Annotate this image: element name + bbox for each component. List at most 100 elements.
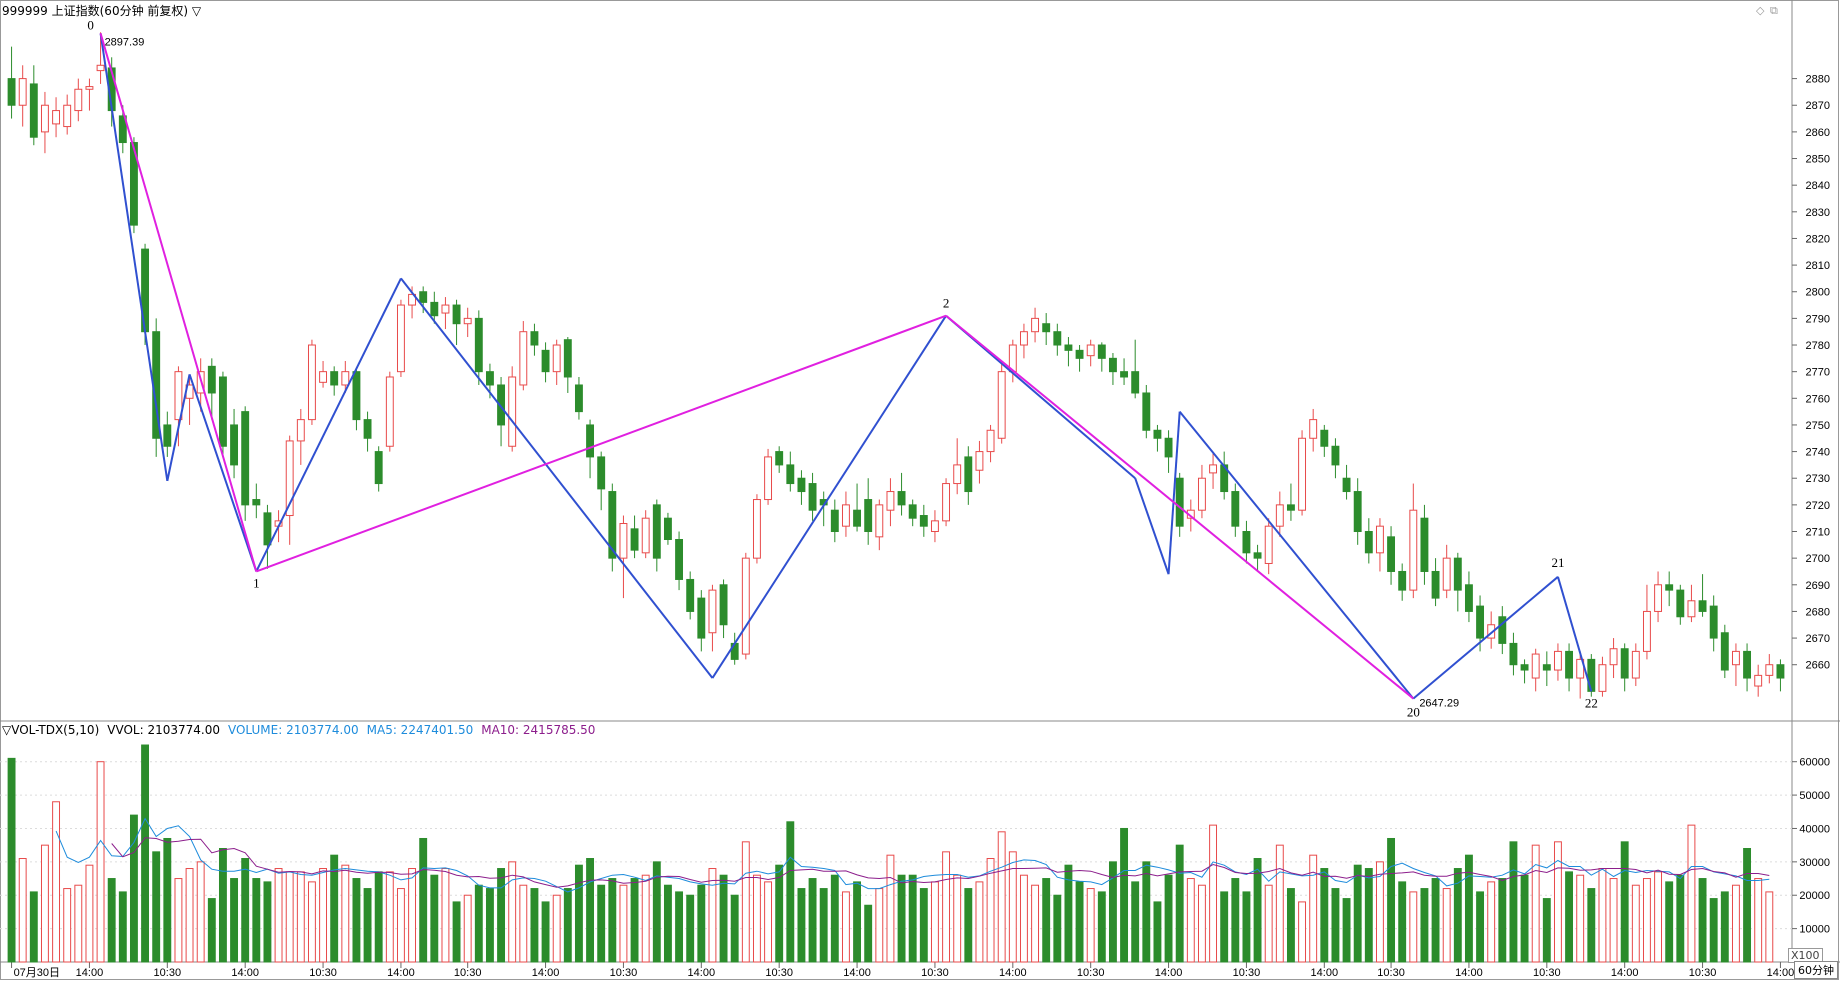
candle-body [942,483,951,522]
volume-bar [285,871,294,963]
candle-body [330,371,339,386]
volume-bar [608,878,617,963]
period-button[interactable]: 60分钟 [1794,961,1838,979]
volume-bar [508,861,517,963]
volume-bar [686,894,695,963]
volume-bar [85,864,94,963]
volume-bar [897,874,906,963]
volume-bar [574,864,583,963]
candle-body [830,509,839,533]
volume-bar [1720,891,1729,963]
volume-bar [1420,888,1429,963]
candle-body [441,304,450,314]
float-window-icon[interactable]: ◇ [1756,4,1765,17]
wave-point-label: 1 [253,575,260,590]
volume-bar [541,901,550,963]
candle-body [619,523,628,559]
candle-body [218,376,227,447]
time-tick-label: 10:30 [1377,967,1405,979]
volume-bar [174,878,183,963]
wave-line [166,374,191,482]
candle-body [341,371,350,386]
time-tick-label: 10:30 [610,967,638,979]
volume-bar [1220,891,1229,963]
time-tick-label: 14:00 [1155,967,1183,979]
volume-bar [519,884,528,963]
candle-body [374,451,383,485]
volume-bar [786,821,795,963]
volume-bar [1286,888,1295,963]
candle-body [497,384,506,426]
candle-body [1197,477,1206,511]
candle-body [1453,557,1462,591]
volume-bar [497,868,506,963]
volume-bar [452,901,461,963]
volume-bar [129,814,138,963]
price-tick-label: 2690 [1806,580,1830,592]
volume-bar [374,871,383,963]
volume-bar [875,888,884,963]
price-tick-label: 2880 [1806,74,1830,86]
wave-point-label: 21 [1551,555,1564,570]
price-tick-label: 2820 [1806,233,1830,245]
wave-line [99,33,169,482]
volume-tick-label: 50000 [1799,790,1830,802]
candle-body [1164,437,1173,458]
candle-body [1620,648,1629,679]
restore-window-icon[interactable]: ⧉ [1770,4,1778,17]
time-tick-label: 14:00 [1455,967,1483,979]
candle-body [986,429,995,453]
volume-bar [563,888,572,963]
ma10-value: MA10: 2415785.50 [481,723,596,737]
candle-body [207,365,216,394]
volume-bar [307,881,316,963]
price-tick-label: 2760 [1806,393,1830,405]
time-tick-label: 10:30 [765,967,793,979]
candle-body [18,78,27,106]
volume-bar [975,881,984,963]
volume-bar [1153,901,1162,963]
volume-bar [853,881,862,963]
volume-bar [797,888,806,963]
candle-body [1031,317,1040,333]
candle-body [630,528,639,551]
candle-body [241,411,250,506]
price-tick-label: 2810 [1806,260,1830,272]
volume-bar [1053,894,1062,963]
time-tick-label: 10:30 [1533,967,1561,979]
volume-bar [1531,844,1540,963]
volume-bar [1242,891,1251,963]
volume-bar [1108,861,1117,963]
vol-indicator-name[interactable]: ▽VOL-TDX(5,10) [2,723,100,737]
candle-body [1709,605,1718,639]
candle-body [552,344,561,373]
volume-bar [463,894,472,963]
candle-body [975,451,984,471]
volume-bar [1364,868,1373,963]
volume-bar [1509,841,1518,963]
candle-body [163,424,172,447]
candle-body [508,376,517,447]
volume-bar [864,904,873,963]
candle-body [953,464,962,485]
volume-bar [886,854,895,963]
volume-bar [1609,878,1618,963]
candle-body [1442,557,1451,591]
candle-body [230,424,239,466]
candle-body [419,291,428,303]
volume-bar [697,884,706,963]
candle-body [663,517,672,541]
candle-body [1743,650,1752,679]
volume-bar [997,831,1006,963]
candle-body [1120,371,1129,378]
time-tick-label: 14:00 [1311,967,1339,979]
candle-body [29,83,38,138]
volume-bar [630,878,639,963]
wave-point-label: 0 [87,17,94,32]
price-tick-label: 2780 [1806,340,1830,352]
volume-bar [1275,844,1284,963]
volume-bar [1008,851,1017,963]
volume-bar [1175,844,1184,963]
volume-bar [1342,898,1351,963]
